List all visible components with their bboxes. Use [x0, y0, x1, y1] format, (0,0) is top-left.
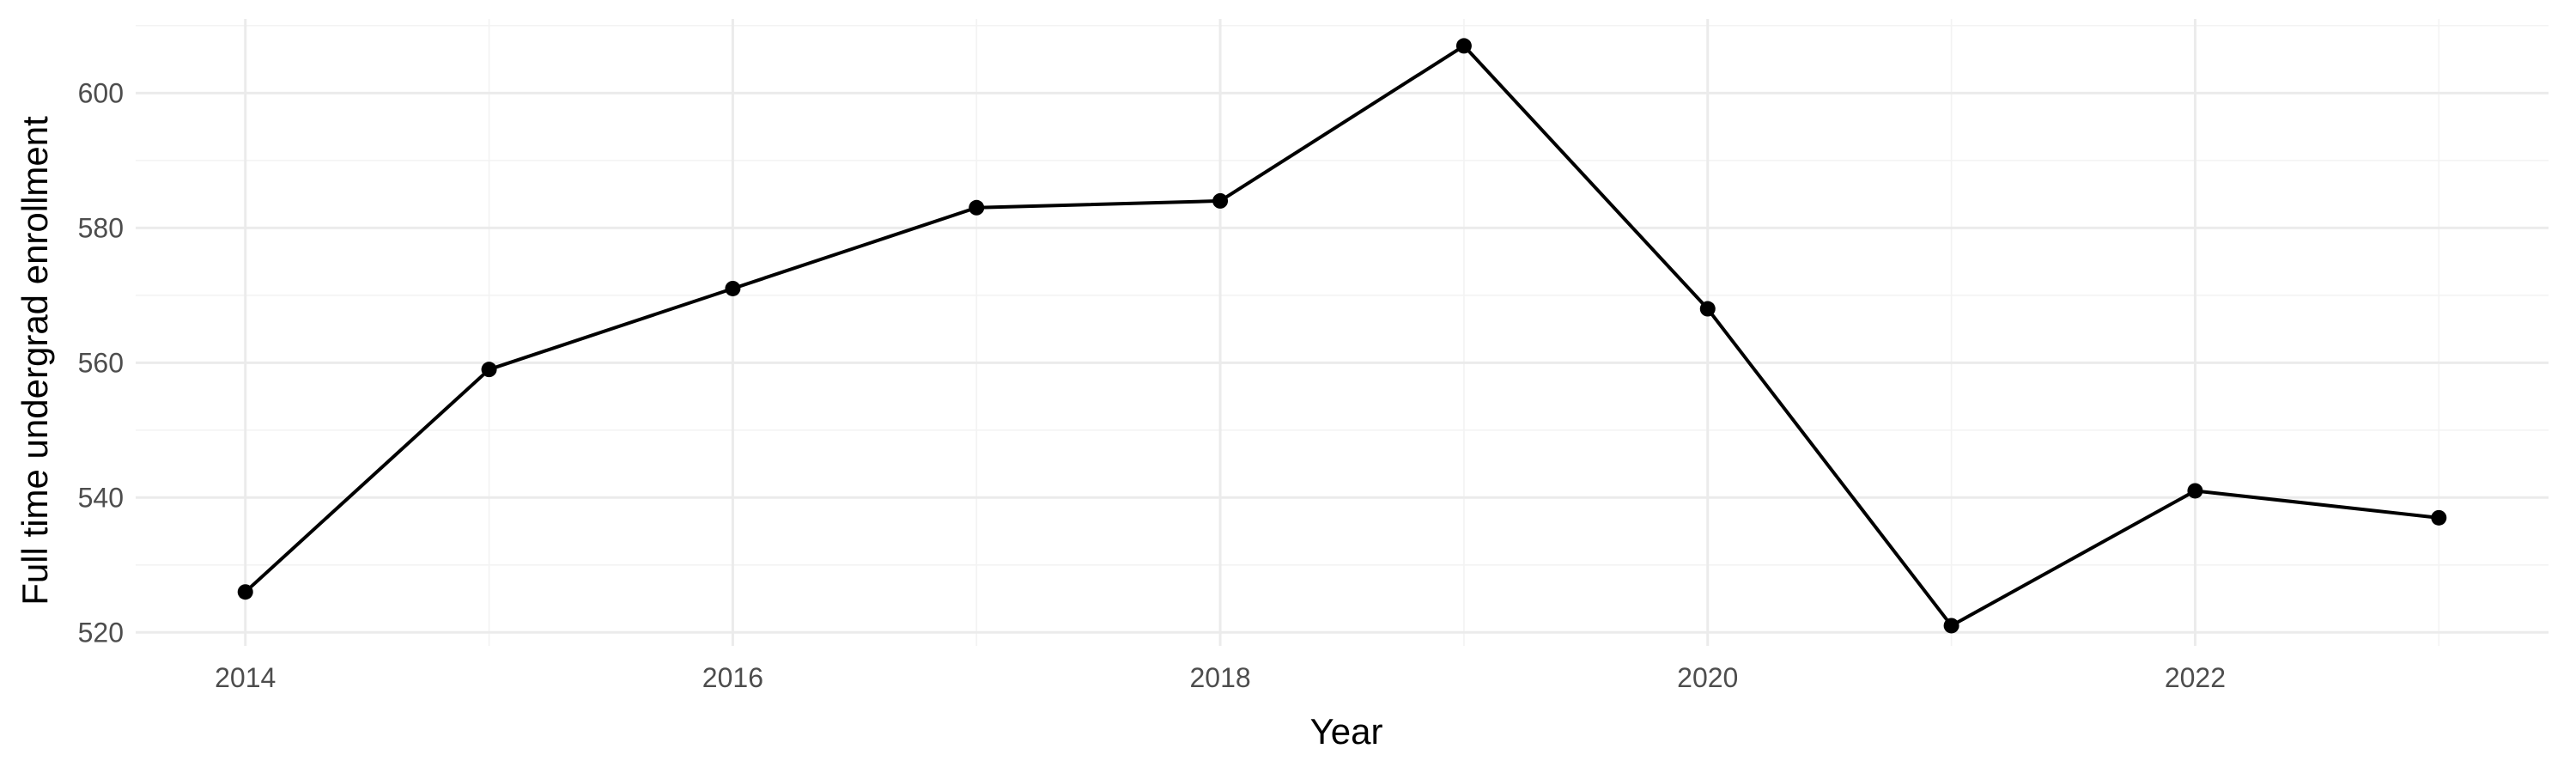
data-point [1212, 192, 1229, 209]
data-point [2431, 509, 2447, 526]
data-point [969, 199, 985, 216]
y-tick-label: 560 [78, 347, 124, 378]
x-tick-label: 2022 [2165, 662, 2226, 693]
x-tick-label: 2018 [1189, 662, 1250, 693]
x-tick-label: 2020 [1677, 662, 1738, 693]
y-tick-label: 600 [78, 77, 124, 108]
data-point [2187, 483, 2203, 499]
y-tick-label: 580 [78, 212, 124, 243]
minor-gridlines [136, 19, 2549, 646]
series-line [243, 44, 2441, 628]
major-gridlines [136, 19, 2549, 646]
y-axis-title: Full time undergrad enrollment [15, 116, 55, 606]
data-point [1455, 38, 1472, 54]
data-point [1699, 301, 1716, 317]
x-tick-label: 2014 [215, 662, 276, 693]
x-axis-title: Year [1310, 711, 1383, 752]
y-axis-tick-labels: 520 540 560 580 600 [78, 77, 124, 648]
data-point [725, 280, 741, 296]
x-tick-label: 2016 [702, 662, 763, 693]
series-layer [237, 38, 2447, 634]
data-point [1943, 618, 1959, 634]
data-point [237, 584, 253, 600]
y-tick-label: 540 [78, 482, 124, 513]
data-point [481, 362, 497, 378]
y-tick-label: 520 [78, 617, 124, 648]
x-axis-tick-labels: 2014 2016 2018 2020 2022 [215, 662, 2226, 693]
